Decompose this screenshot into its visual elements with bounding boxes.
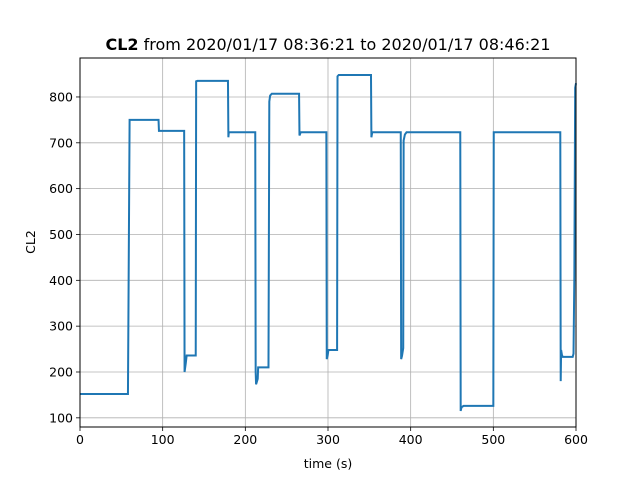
chart-title-bold: CL2 <box>105 35 138 54</box>
y-tick-label: 700 <box>49 135 73 150</box>
x-tick-label: 600 <box>564 432 588 447</box>
y-tick-label: 800 <box>49 89 73 104</box>
y-tick-label: 100 <box>49 410 73 425</box>
x-tick-label: 0 <box>76 432 84 447</box>
y-tick-label: 400 <box>49 273 73 288</box>
y-tick-label: 600 <box>49 181 73 196</box>
x-tick-label: 400 <box>399 432 423 447</box>
x-tick-label: 500 <box>481 432 505 447</box>
y-tick-label: 500 <box>49 227 73 242</box>
x-axis-label: time (s) <box>304 456 352 471</box>
x-tick-label: 300 <box>316 432 340 447</box>
chart-title: CL2 from 2020/01/17 08:36:21 to 2020/01/… <box>105 35 550 54</box>
cl2-series-line <box>80 73 577 412</box>
tick-layer: 0 100 200 300 400 500 600100200300400500600700… <box>49 89 588 447</box>
grid-layer <box>79 58 577 427</box>
y-tick-label: 200 <box>49 364 73 379</box>
chart-title-rest: from 2020/01/17 08:36:21 to 2020/01/17 0… <box>139 35 551 54</box>
y-axis-label: CL2 <box>23 230 38 254</box>
y-tick-label: 300 <box>49 319 73 334</box>
x-tick-label: 100 <box>151 432 175 447</box>
x-tick-label: 200 <box>233 432 257 447</box>
